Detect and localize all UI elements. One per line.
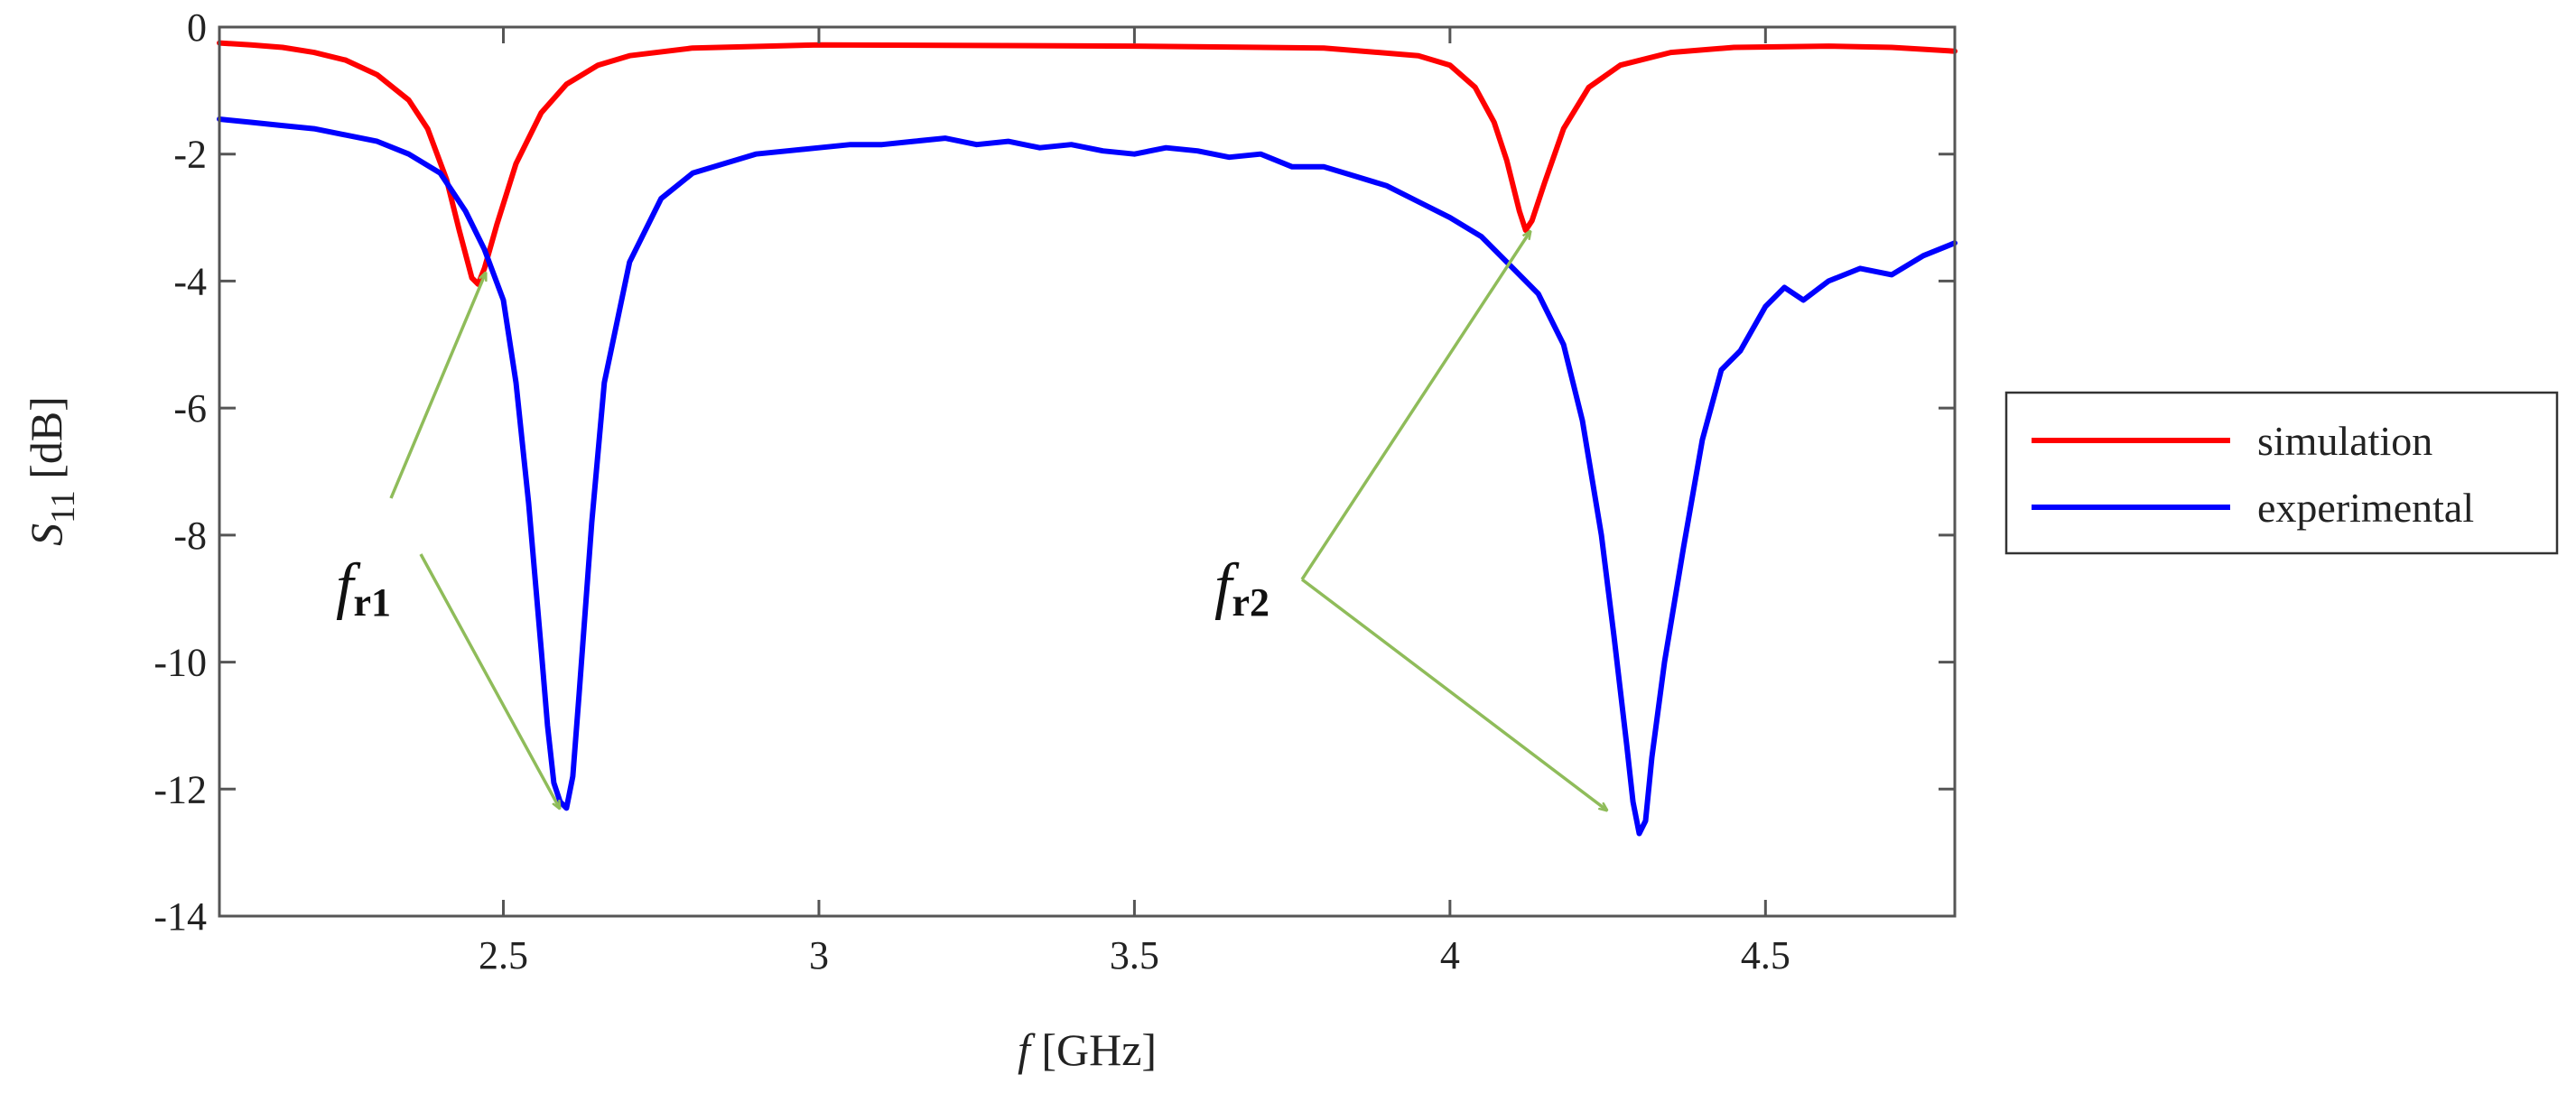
plot-frame (218, 25, 1957, 918)
x-axis-unit: [GHz] (1030, 1024, 1157, 1075)
y-axis-subscript: 11 (44, 490, 82, 523)
legend-label-experimental: experimental (2257, 485, 2474, 531)
annotation-fr1-subscript: r1 (353, 580, 391, 625)
annotation-fr2-arrow-up (1300, 231, 1530, 580)
x-tick-label: 4.5 (1741, 933, 1790, 977)
series-layer (217, 40, 1958, 837)
annotation-fr2-arrow-down (1300, 578, 1607, 810)
annotation-fr1-arrow-down (419, 553, 560, 809)
x-tick-label: 3 (809, 933, 829, 977)
y-tick-label: 0 (187, 5, 207, 50)
series-line-simulation (217, 40, 1958, 287)
y-tick-label: -8 (173, 514, 207, 558)
y-tick-label: -4 (173, 259, 207, 303)
y-tick-label: -2 (173, 133, 207, 177)
ticks-layer: 2.5 3 3.5 4 4.5 0 -2 -4 -6 -8 -10 -12 -14 (153, 5, 1955, 977)
y-tick-label: -10 (153, 641, 207, 685)
y-tick-label: -12 (153, 767, 207, 811)
x-tick-label: 3.5 (1110, 933, 1159, 977)
annotation-fr2: fr2 (1214, 231, 1607, 810)
x-tick-label: 2.5 (479, 933, 528, 977)
legend: simulation experimental (2004, 391, 2559, 555)
legend-box (2004, 391, 2559, 555)
y-tick-label: -6 (173, 386, 207, 431)
y-axis-unit: [dB] (21, 396, 71, 490)
y-axis-label: S11 [dB] (21, 396, 82, 546)
y-tick-label: -14 (153, 894, 207, 939)
annotation-fr2-subscript: r2 (1232, 580, 1269, 625)
legend-label-simulation: simulation (2257, 418, 2432, 464)
annotation-fr1-arrow-up (389, 273, 488, 499)
x-tick-label: 4 (1440, 933, 1460, 977)
y-axis-variable: S (21, 523, 71, 546)
plot-area (219, 27, 1955, 916)
x-axis-label: f [GHz] (1018, 1024, 1157, 1075)
series-line-experimental (217, 116, 1958, 837)
